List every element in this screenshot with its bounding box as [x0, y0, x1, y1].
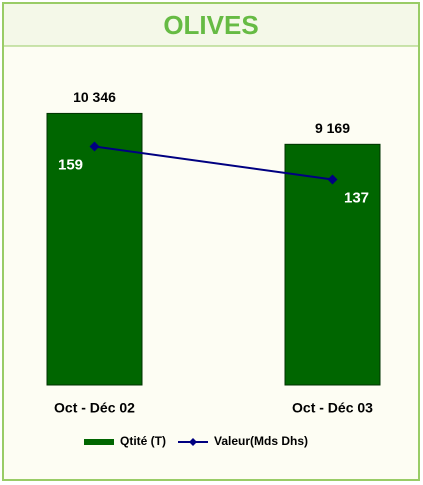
chart-title: OLIVES — [163, 10, 258, 40]
line-value-label: 159 — [58, 156, 83, 173]
bar — [46, 112, 143, 386]
legend-marker — [189, 438, 197, 446]
line-marker — [327, 174, 338, 185]
line — [94, 145, 333, 181]
line-value-label: 137 — [344, 189, 369, 206]
title-band — [4, 4, 418, 46]
bar-value-label: 9 169 — [315, 120, 350, 136]
bar-value-label: 10 346 — [73, 89, 116, 105]
legend-swatch — [84, 439, 114, 445]
legend-label: Qtité (T) — [120, 434, 166, 448]
line-marker — [89, 141, 100, 152]
legend-label: Valeur(Mds Dhs) — [214, 434, 308, 448]
x-tick-label: Oct - Déc 02 — [54, 400, 135, 416]
x-tick-label: Oct - Déc 03 — [292, 400, 373, 416]
